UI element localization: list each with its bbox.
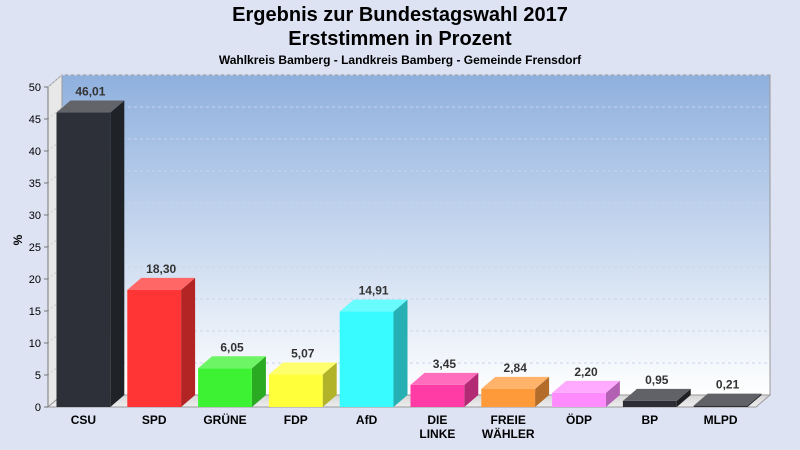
y-tick-label: 15 — [29, 306, 41, 318]
bars: 46,01 18,30 6,05 5,07 14,91 3,45 2,84 2,20 0,95 0… — [56, 85, 762, 407]
x-tick-label: AfD — [356, 413, 378, 427]
x-tick-label: ÖDP — [566, 412, 592, 427]
chart-subtitle: Erststimmen in Prozent — [288, 28, 512, 50]
data-label: 3,45 — [433, 357, 457, 371]
gridline-side — [47, 74, 63, 88]
data-label: 14,91 — [359, 284, 389, 298]
x-tick-label: DIE LINKE — [419, 413, 455, 441]
data-label: 18,30 — [146, 262, 176, 276]
x-tick-label: FREIE WÄHLER — [482, 413, 535, 441]
y-tick-label: 10 — [29, 338, 41, 350]
chart-caption: Wahlkreis Bamberg - Landkreis Bamberg - … — [218, 53, 582, 67]
gridline-side — [47, 106, 63, 120]
bar-front — [268, 374, 323, 407]
x-tick-label: FDP — [284, 413, 308, 427]
bar-front — [339, 311, 394, 407]
data-label: 2,20 — [574, 365, 598, 379]
y-tick-label: 25 — [29, 242, 41, 254]
bar-side — [251, 356, 266, 407]
gridline-side — [47, 330, 63, 344]
bar-front — [622, 400, 677, 407]
x-axis-labels: CSU SPD GRÜNE FDP AfD DIE LINKE FREIE WÄHLER ÖDP B… — [71, 412, 738, 441]
data-label: 46,01 — [75, 85, 105, 99]
bar-freie-wähler — [481, 376, 550, 407]
bar-front — [127, 289, 182, 407]
bar-top — [693, 393, 762, 406]
bar-die-linke — [410, 372, 479, 407]
bar-front — [198, 368, 252, 407]
bar-side — [181, 277, 196, 407]
y-axis-label: % — [11, 234, 25, 245]
data-label: 5,07 — [291, 347, 315, 361]
gridline-side — [47, 202, 63, 216]
y-tick-label: 40 — [29, 146, 41, 158]
gridlines — [47, 74, 770, 376]
bar-front — [56, 112, 111, 407]
bar-front — [552, 392, 606, 407]
bar-csu — [56, 100, 125, 407]
bar-front — [693, 405, 748, 407]
data-label: 2,84 — [504, 361, 528, 375]
bar-side — [747, 393, 762, 407]
bar-top — [339, 299, 408, 312]
gridline-side — [47, 298, 63, 312]
chart-title: Ergebnis zur Bundestagswahl 2017 — [232, 4, 568, 26]
data-label: 0,95 — [645, 373, 669, 387]
bar-afd — [339, 299, 408, 407]
bar-spd — [127, 277, 196, 407]
bar-fdp — [268, 362, 337, 407]
x-tick-label: SPD — [142, 413, 167, 427]
y-tick-label: 20 — [29, 274, 41, 286]
bar-top — [56, 100, 125, 113]
bar-mlpd — [693, 393, 762, 407]
bar-side — [393, 299, 408, 407]
data-label: 6,05 — [220, 340, 244, 354]
bar-top — [552, 380, 620, 393]
y-tick-label: 50 — [29, 82, 41, 94]
bar-top — [410, 372, 479, 385]
gridline-side — [47, 138, 63, 152]
x-tick-label: GRÜNE — [203, 412, 246, 427]
x-tick-label: BP — [641, 413, 658, 427]
y-tick-label: 45 — [29, 114, 41, 126]
bar-side — [535, 376, 550, 407]
y-tick-label: 0 — [35, 402, 41, 414]
gridline-side — [47, 234, 63, 248]
gridline-side — [47, 170, 63, 184]
bar-grüne — [198, 356, 266, 407]
gridline-side — [47, 362, 63, 376]
x-tick-label: MLPD — [704, 413, 738, 427]
bar-side — [605, 380, 620, 407]
bar-top — [127, 277, 196, 290]
y-tick-label: 30 — [29, 210, 41, 222]
y-tick-label: 35 — [29, 178, 41, 190]
bar-top — [481, 376, 550, 389]
bar-ödp — [552, 380, 620, 407]
bar-top — [198, 356, 266, 369]
gridline-side — [47, 266, 63, 280]
y-tick-label: 5 — [35, 370, 41, 382]
bar-side — [110, 100, 125, 407]
bar-side — [464, 372, 479, 407]
x-tick-label: CSU — [71, 413, 96, 427]
y-axis: 0 5 10 15 20 25 30 35 40 45 50 — [29, 82, 49, 414]
bar-front — [410, 384, 465, 407]
bar-side — [322, 362, 337, 407]
data-label: 0,21 — [716, 378, 740, 392]
bar-side — [676, 388, 691, 407]
bar-front — [481, 388, 536, 407]
bar-top — [622, 388, 691, 401]
bar-bp — [622, 388, 691, 407]
bar-top — [268, 362, 337, 375]
